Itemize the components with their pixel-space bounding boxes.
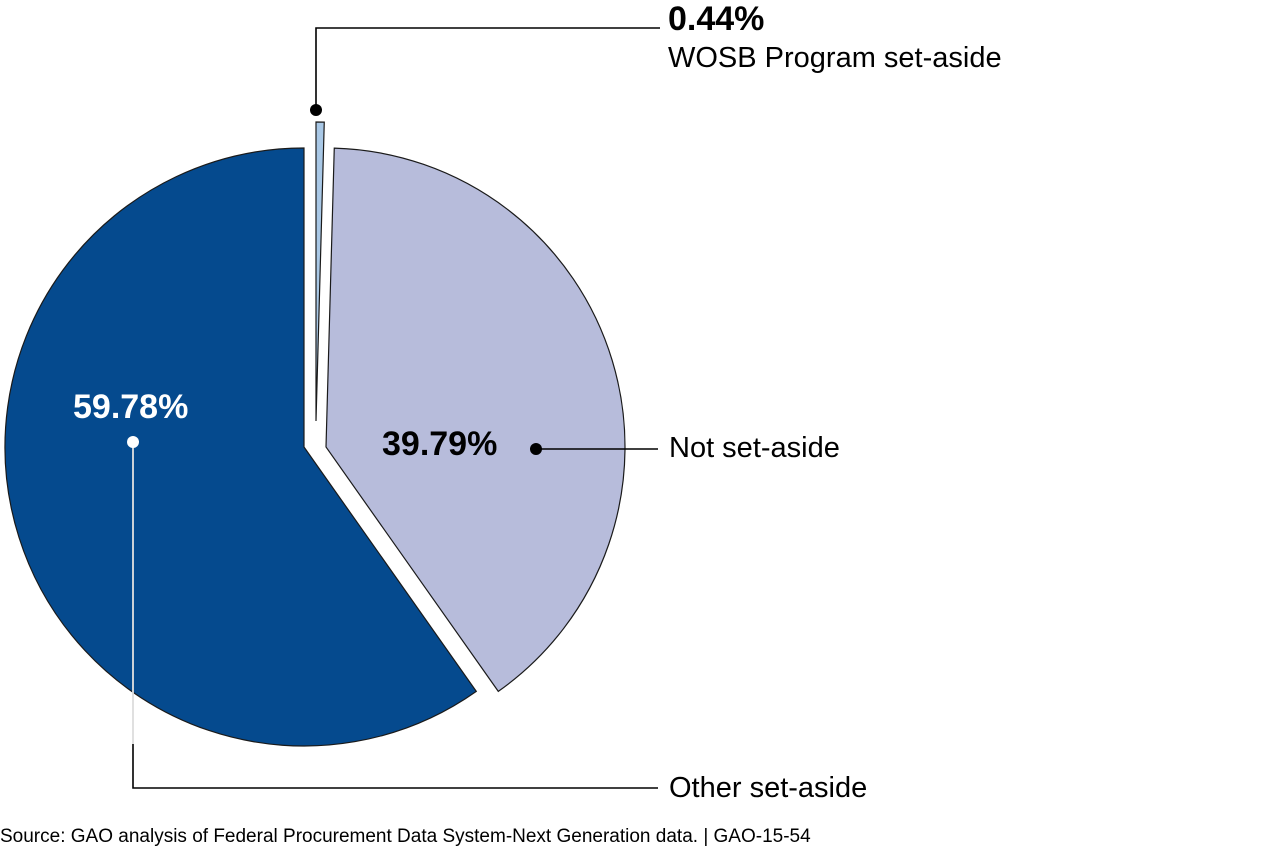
- pie-slices: [4, 121, 626, 747]
- leader-line-wosb: [315, 27, 660, 110]
- value-label-other-set-aside: 59.78%: [73, 388, 188, 426]
- callout-dot-other-set-aside: [127, 436, 139, 448]
- pie-slice-not-set-aside: [325, 147, 626, 693]
- category-label-not-set-aside: Not set-aside: [669, 432, 840, 464]
- value-label-not-set-aside: 39.79%: [382, 425, 497, 463]
- category-label-wosb: WOSB Program set-aside: [668, 42, 1002, 74]
- pie-slice-wosb-program-set-aside: [315, 121, 325, 422]
- callout-dot-wosb: [310, 104, 322, 116]
- source-note: Source: GAO analysis of Federal Procurem…: [0, 826, 811, 847]
- callout-dot-not-set-aside: [530, 443, 542, 455]
- callouts: [127, 27, 660, 789]
- labels: 0.44% WOSB Program set-aside 39.79% Not set…: [73, 0, 1002, 804]
- pie-slice-other-set-aside: [4, 147, 478, 747]
- category-label-other-set-aside: Other set-aside: [669, 772, 867, 804]
- value-label-wosb: 0.44%: [668, 0, 764, 38]
